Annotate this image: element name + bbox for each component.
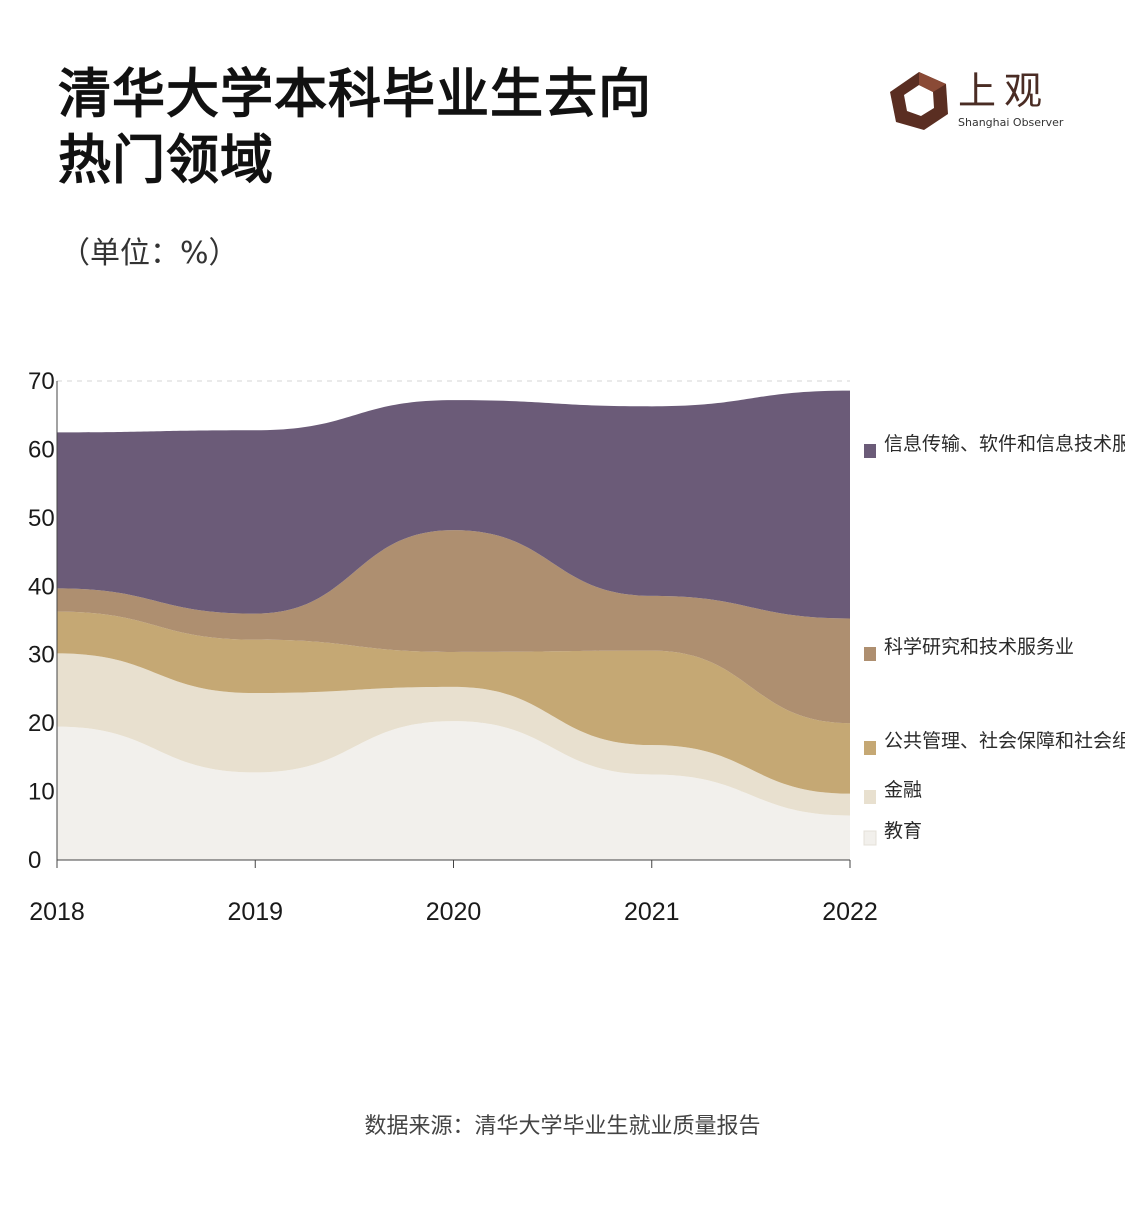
unit-label: （单位：%）: [60, 236, 239, 271]
x-tick-label: 2020: [426, 898, 482, 926]
legend-swatch: [864, 647, 876, 661]
chart-title-line2: 热门领域: [58, 130, 274, 191]
chart-title-line1: 清华大学本科毕业生去向: [58, 64, 652, 125]
legend-swatch: [863, 830, 877, 846]
y-tick-label: 60: [28, 436, 55, 463]
x-tick-label: 2022: [822, 898, 878, 926]
legend-label: 教育: [884, 820, 922, 842]
area-series-0: [57, 721, 850, 860]
legend-label: 金融: [884, 779, 922, 801]
legend-label: 信息传输、软件和信息技术服务业: [884, 433, 1125, 455]
area-series-3: [57, 530, 850, 724]
legend-swatch: [864, 444, 876, 458]
logo-icon: [890, 72, 948, 130]
x-tick-label: 2018: [29, 898, 85, 926]
chart-title: 清华大学本科毕业生去向 热门领域: [58, 62, 652, 194]
data-source: 数据来源：清华大学毕业生就业质量报告: [364, 1114, 761, 1139]
x-tick-label: 2019: [227, 898, 283, 926]
chart-areas: [57, 390, 850, 860]
y-tick-label: 30: [28, 642, 55, 669]
y-tick-label: 50: [28, 505, 55, 532]
legend-swatch: [864, 790, 876, 804]
stacked-area-chart: 0 10 20 30 40 50 60 70 2018 2019 2020 2021 2022 教育 金融…: [28, 368, 1125, 926]
area-series-2: [57, 611, 850, 794]
y-tick-label: 70: [28, 368, 55, 395]
shanghai-observer-logo: 上观 Shanghai Observer: [888, 70, 1068, 134]
logo-name: 上观: [958, 69, 1051, 113]
area-series-1: [57, 653, 850, 816]
area-series-4: [57, 390, 850, 619]
y-tick-label: 0: [28, 847, 41, 874]
legend-label: 公共管理、社会保障和社会组织: [884, 730, 1125, 752]
chart-axes: 0 10 20 30 40 50 60 70 2018 2019 2020 2021 2022: [28, 368, 878, 926]
y-tick-label: 20: [28, 710, 55, 737]
legend-swatch: [864, 741, 876, 755]
logo-english: Shanghai Observer: [958, 116, 1064, 129]
legend-label: 科学研究和技术服务业: [884, 636, 1074, 658]
y-tick-label: 40: [28, 573, 55, 600]
x-tick-label: 2021: [624, 898, 680, 926]
y-tick-label: 10: [28, 779, 55, 806]
